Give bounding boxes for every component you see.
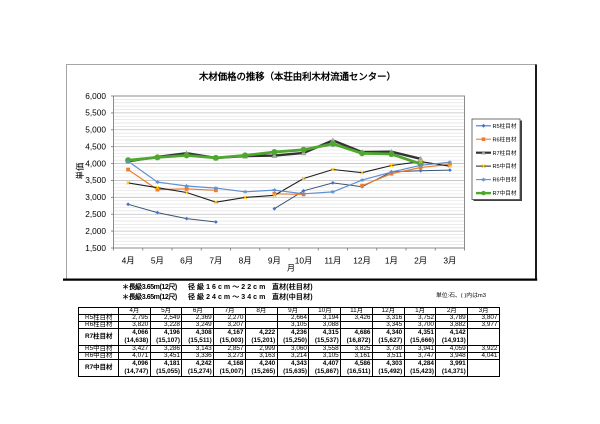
svg-text:11月: 11月 xyxy=(324,255,341,265)
svg-text:R5柱目材: R5柱目材 xyxy=(493,122,517,130)
svg-text:2月: 2月 xyxy=(414,255,427,265)
svg-text:1,500: 1,500 xyxy=(85,243,106,253)
svg-text:12月: 12月 xyxy=(353,255,371,265)
svg-text:6月: 6月 xyxy=(180,255,193,265)
svg-text:4,000: 4,000 xyxy=(85,158,106,168)
svg-text:5,000: 5,000 xyxy=(85,125,106,135)
svg-text:2,500: 2,500 xyxy=(85,209,106,219)
svg-text:8月: 8月 xyxy=(239,255,252,265)
svg-text:R7柱目材: R7柱目材 xyxy=(493,149,517,157)
svg-text:月: 月 xyxy=(287,264,295,273)
svg-text:10月: 10月 xyxy=(295,255,313,265)
svg-text:3月: 3月 xyxy=(443,255,456,265)
svg-text:単価: 単価 xyxy=(75,162,85,180)
svg-text:4月: 4月 xyxy=(122,255,135,265)
svg-text:6,000: 6,000 xyxy=(85,91,106,101)
svg-text:2,000: 2,000 xyxy=(85,226,106,236)
svg-text:4,500: 4,500 xyxy=(85,142,106,152)
svg-text:R7中目材: R7中目材 xyxy=(493,189,517,197)
svg-text:7月: 7月 xyxy=(209,255,222,265)
svg-text:5月: 5月 xyxy=(151,255,164,265)
svg-text:R6柱目材: R6柱目材 xyxy=(493,135,517,143)
svg-text:1月: 1月 xyxy=(385,255,398,265)
svg-text:3,500: 3,500 xyxy=(85,175,106,185)
svg-text:R6中目材: R6中目材 xyxy=(493,176,517,184)
svg-text:5,500: 5,500 xyxy=(85,108,106,118)
svg-text:R5中目材: R5中目材 xyxy=(493,162,517,170)
svg-text:9月: 9月 xyxy=(268,255,281,265)
svg-text:木材価格の推移（本荘由利木材流通センター）: 木材価格の推移（本荘由利木材流通センター） xyxy=(198,71,396,82)
svg-text:3,000: 3,000 xyxy=(85,192,106,202)
